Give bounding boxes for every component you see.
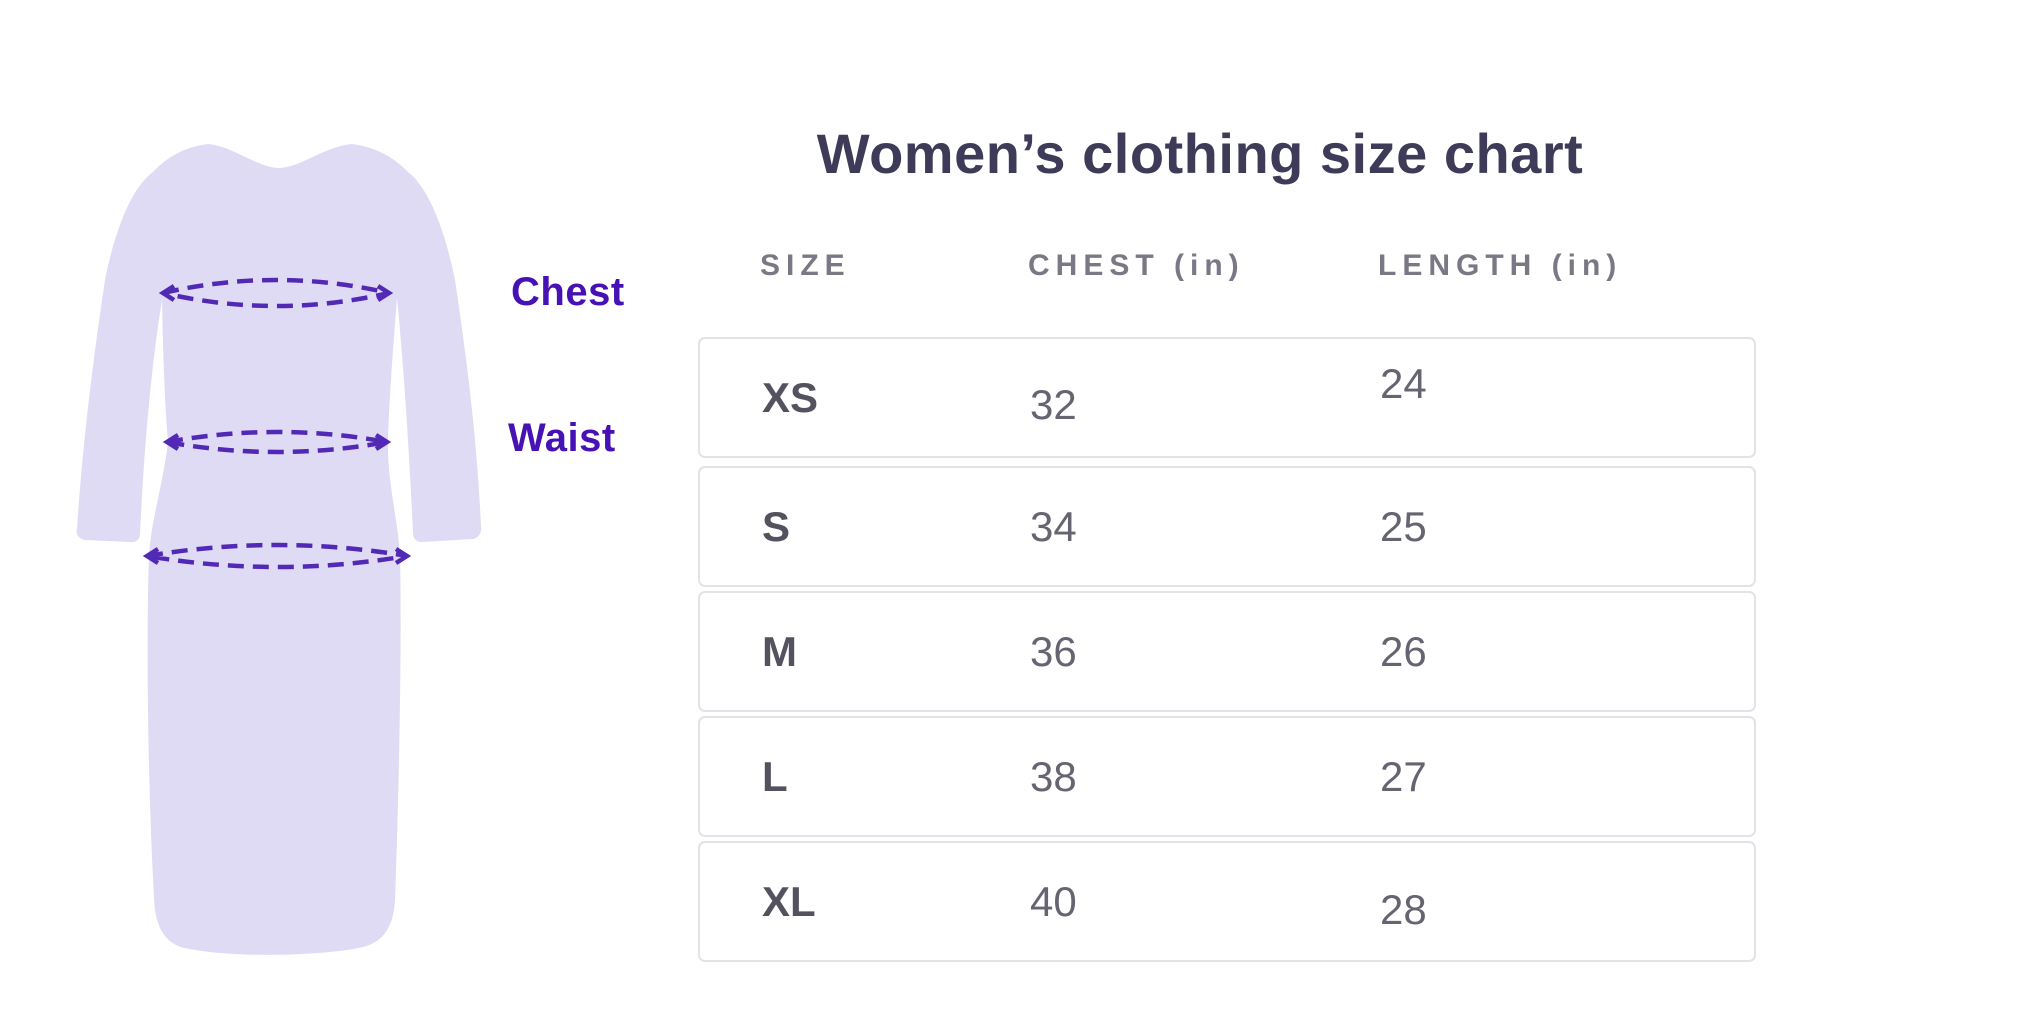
table-row-xl: XL 40 28 (698, 841, 1756, 962)
chest-value: 36 (1030, 627, 1077, 675)
chest-value: 38 (1030, 752, 1077, 800)
page-title: Women’s clothing size chart (816, 122, 1584, 185)
size-chart-table: XS 32 24 S 34 25 M 36 26 L 38 27 XL 40 2… (698, 337, 1756, 966)
length-value: 24 (1380, 359, 1427, 407)
length-value: 26 (1380, 627, 1427, 675)
table-row-l: L 38 27 (698, 716, 1756, 837)
size-value: M (762, 627, 797, 675)
measure-arrow-tips (142, 284, 412, 565)
size-value: S (762, 502, 791, 550)
chest-label: Chest (511, 270, 625, 314)
column-header-size: SIZE (760, 249, 851, 282)
dress-illustration (76, 144, 482, 955)
column-header-chest: CHEST (in) (1028, 249, 1245, 282)
chest-value: 34 (1030, 502, 1077, 550)
chest-value: 40 (1030, 877, 1077, 925)
table-row-s: S 34 25 (698, 466, 1756, 587)
chest-value: 32 (1030, 380, 1077, 428)
waist-label: Waist (508, 416, 616, 460)
size-value: XS (762, 373, 819, 421)
column-header-length: LENGTH (in) (1378, 249, 1623, 282)
length-value: 28 (1380, 885, 1427, 933)
table-header-row: SIZE CHEST (in) LENGTH (in) (698, 251, 1756, 281)
dress-silhouette (76, 144, 482, 955)
length-value: 25 (1380, 502, 1427, 550)
table-row-xs: XS 32 24 (698, 337, 1756, 458)
length-value: 27 (1380, 752, 1427, 800)
size-value: L (762, 752, 788, 800)
table-row-m: M 36 26 (698, 591, 1756, 712)
size-value: XL (762, 877, 816, 925)
